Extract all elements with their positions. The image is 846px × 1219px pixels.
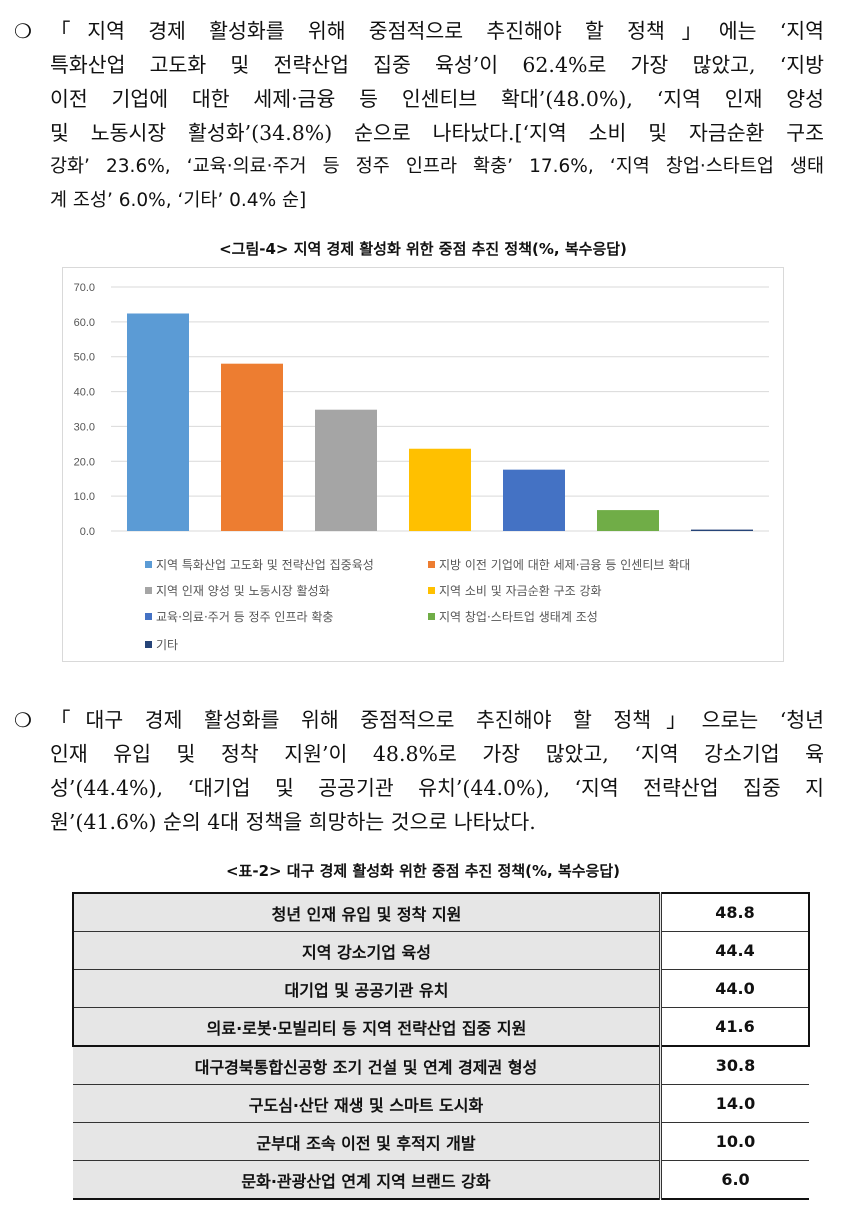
- chart-plot: 0.0 10.0 20.0 30.0 40.0 50.0 60.0 70.0: [74, 282, 769, 538]
- y-tick-label: 10.0: [74, 491, 95, 503]
- y-tick-label: 50.0: [74, 352, 95, 364]
- table-row: 대기업 및 공공기관 유치 44.0: [72, 969, 810, 1008]
- y-tick-label: 60.0: [74, 317, 95, 329]
- table-row: 대구경북통합신공항 조기 건설 및 연계 경제권 형성 30.8: [73, 1045, 809, 1085]
- legend-label: 지역 특화산업 고도화 및 전략산업 집중육성: [156, 558, 374, 572]
- table-cell-label: 문화·관광산업 연계 지역 브랜드 강화: [73, 1160, 662, 1200]
- table-cell-label: 지역 강소기업 육성: [72, 931, 662, 970]
- table-row: 문화·관광산업 연계 지역 브랜드 강화 6.0: [73, 1160, 809, 1200]
- legend-swatch: [428, 561, 435, 568]
- legend-swatch: [145, 587, 152, 594]
- figure-caption: <그림-4> 지역 경제 활성화 위한 중점 추진 정책(%, 복수응답): [219, 240, 627, 258]
- table-row: 청년 인재 유입 및 정착 지원 48.8: [72, 892, 810, 932]
- paragraph-line: 원’(41.6%) 순의 4대 정책을 희망하는 것으로 나타났다.: [50, 810, 536, 834]
- table-cell-value: 14.0: [660, 1084, 809, 1123]
- paragraph-line: 특화산업 고도화 및 전략산업 집중 육성’이 62.4%로 가장 많았고, ‘…: [50, 53, 824, 77]
- table-row: 의료·로봇·모빌리티 등 지역 전략산업 집중 지원 41.6: [72, 1007, 810, 1047]
- legend-item: 지방 이전 기업에 대한 세제·금융 등 인센티브 확대: [428, 556, 690, 573]
- table-cell-value: 30.8: [660, 1045, 809, 1085]
- legend-item: 지역 소비 및 자금순환 구조 강화: [428, 582, 602, 599]
- legend-swatch: [145, 613, 152, 620]
- table-cell-label: 대구경북통합신공항 조기 건설 및 연계 경제권 형성: [73, 1045, 662, 1085]
- legend-label: 지역 창업·스타트업 생태계 조성: [439, 610, 598, 624]
- legend-item: 지역 창업·스타트업 생태계 조성: [428, 608, 598, 625]
- table-cell-value: 44.0: [660, 969, 810, 1008]
- table-cell-value: 6.0: [660, 1160, 809, 1200]
- paragraph-line: 성’(44.4%), ‘대기업 및 공공기관 유치’(44.0%), ‘지역 전…: [50, 776, 824, 800]
- legend-label: 지방 이전 기업에 대한 세제·금융 등 인센티브 확대: [439, 558, 691, 572]
- table-cell-value: 48.8: [660, 892, 810, 932]
- legend-label: 기타: [156, 638, 179, 652]
- paragraph-line: 「대구 경제 활성화를 위해 중점적으로 추진해야 할 정책」으로는 ‘청년: [50, 708, 824, 732]
- legend-item: 지역 특화산업 고도화 및 전략산업 집중육성: [145, 556, 374, 573]
- bar: [503, 469, 565, 531]
- legend-swatch: [428, 587, 435, 594]
- paragraph-line: 및 노동시장 활성화’(34.8%) 순으로 나타났다.[‘지역 소비 및 자금…: [50, 121, 824, 145]
- bar-chart: 0.0 10.0 20.0 30.0 40.0 50.0 60.0 70.0 지역 특화산업 …: [62, 267, 784, 662]
- bar: [221, 363, 283, 531]
- y-tick-label: 70.0: [74, 282, 95, 294]
- table-row: 군부대 조속 이전 및 후적지 개발 10.0: [73, 1122, 809, 1161]
- legend-label: 지역 인재 양성 및 노동시장 활성화: [156, 584, 330, 598]
- legend-swatch: [428, 613, 435, 620]
- y-tick-label: 20.0: [74, 456, 95, 468]
- paragraph-line: 이전 기업에 대한 세제·금융 등 인센티브 확대’(48.0%), ‘지역 인…: [50, 87, 824, 111]
- bar: [315, 409, 377, 531]
- table-row: 지역 강소기업 육성 44.4: [72, 931, 810, 970]
- y-tick-label: 30.0: [74, 421, 95, 433]
- paragraph-line: 「지역 경제 활성화를 위해 중점적으로 추진해야 할 정책」에는 ‘지역: [50, 19, 824, 43]
- table-cell-label: 군부대 조속 이전 및 후적지 개발: [73, 1122, 662, 1161]
- legend-item: 기타: [145, 636, 178, 653]
- y-tick-label: 0.0: [80, 526, 95, 538]
- legend-item: 지역 인재 양성 및 노동시장 활성화: [145, 582, 330, 599]
- bar: [597, 510, 659, 531]
- table-cell-value: 41.6: [660, 1007, 810, 1047]
- table-cell-label: 청년 인재 유입 및 정착 지원: [72, 892, 662, 932]
- bar: [409, 448, 471, 531]
- y-tick-label: 40.0: [74, 387, 95, 399]
- paragraph-line: 강화’ 23.6%, ‘교육·의료·주거 등 정주 인프라 확충’ 17.6%,…: [50, 156, 824, 177]
- table-caption: <표-2> 대구 경제 활성화 위한 중점 추진 정책(%, 복수응답): [225, 862, 621, 880]
- table-cell-value: 44.4: [660, 931, 810, 970]
- paragraph-line: 인재 유입 및 정착 지원’이 48.8%로 가장 많았고, ‘지역 강소기업 …: [50, 742, 824, 766]
- legend-swatch: [145, 641, 152, 648]
- legend-swatch: [145, 561, 152, 568]
- table-cell-label: 구도심·산단 재생 및 스마트 도시화: [73, 1084, 662, 1123]
- legend-label: 지역 소비 및 자금순환 구조 강화: [439, 584, 602, 598]
- circle-bullet-icon: ❍: [14, 19, 32, 43]
- table-cell-label: 의료·로봇·모빌리티 등 지역 전략산업 집중 지원: [72, 1007, 662, 1047]
- legend-label: 교육·의료·주거 등 정주 인프라 확충: [156, 610, 334, 624]
- paragraph-line: 계 조성’ 6.0%, ‘기타’ 0.4% 순]: [50, 190, 307, 211]
- table-cell-label: 대기업 및 공공기관 유치: [72, 969, 662, 1008]
- policy-table: 청년 인재 유입 및 정착 지원 48.8 지역 강소기업 육성 44.4 대기업 …: [72, 892, 810, 1200]
- bar: [127, 313, 189, 531]
- circle-bullet-icon: ❍: [14, 708, 32, 732]
- legend-item: 교육·의료·주거 등 정주 인프라 확충: [145, 608, 333, 625]
- table-cell-value: 10.0: [660, 1122, 809, 1161]
- table-row: 구도심·산단 재생 및 스마트 도시화 14.0: [73, 1084, 809, 1123]
- bar: [691, 529, 753, 531]
